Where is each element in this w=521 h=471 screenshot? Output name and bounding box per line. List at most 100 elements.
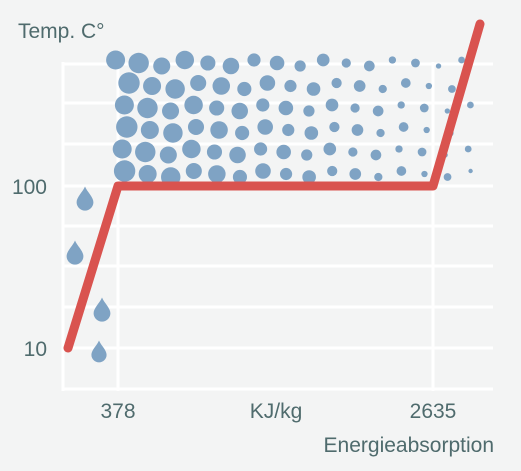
steam-bubble-icon — [222, 57, 240, 75]
steam-bubble-icon — [349, 168, 362, 180]
steam-bubble-icon — [269, 55, 285, 71]
chart-title: Temp. C° — [18, 20, 105, 43]
phase-illustration — [66, 50, 474, 363]
x-axis-ticks: 378 2635 — [100, 400, 456, 423]
steam-bubble-icon — [235, 125, 250, 141]
steam-bubble-icon — [143, 76, 162, 96]
steam-bubble-icon — [165, 79, 185, 99]
steam-bubble-icon — [284, 79, 297, 93]
steam-bubble-icon — [372, 105, 384, 117]
steam-bubble-icon — [159, 146, 177, 164]
steam-bubble-icon — [162, 102, 180, 120]
steam-bubble-icon — [256, 98, 270, 112]
steam-bubble-icon — [209, 100, 225, 116]
steam-bubble-icon — [153, 57, 171, 75]
steam-bubble-icon — [303, 105, 315, 117]
y-tick-label: 10 — [24, 338, 47, 361]
steam-bubble-icon — [444, 108, 451, 114]
steam-bubble-icon — [182, 139, 201, 159]
steam-bubble-icon — [327, 165, 338, 177]
steam-bubble-icon — [443, 173, 452, 181]
steam-bubble-icon — [138, 164, 157, 184]
steam-bubble-icon — [200, 55, 216, 71]
steam-bubble-icon — [423, 126, 430, 134]
steam-bubble-icon — [353, 80, 366, 92]
x-unit-label: KJ/kg — [250, 400, 303, 423]
steam-bubble-icon — [212, 77, 231, 95]
steam-bubble-icon — [398, 122, 409, 132]
steam-bubble-icon — [341, 58, 351, 68]
steam-bubble-icon — [301, 149, 313, 161]
y-tick-label: 100 — [12, 176, 47, 199]
series — [63, 19, 485, 353]
steam-bubble-icon — [229, 146, 246, 164]
steam-bubble-icon — [348, 147, 358, 157]
steam-bubble-icon — [351, 124, 364, 136]
steam-bubble-icon — [363, 60, 375, 72]
steam-bubble-icon — [323, 142, 337, 156]
steam-bubble-icon — [306, 82, 321, 96]
steam-bubble-icon — [118, 72, 140, 94]
steam-bubble-icon — [206, 144, 223, 160]
steam-bubble-icon — [302, 170, 316, 184]
steam-bubble-icon — [400, 78, 411, 88]
steam-bubble-icon — [278, 100, 294, 116]
steam-bubble-icon — [259, 75, 276, 91]
steam-bubble-icon — [397, 101, 405, 109]
steam-bubble-icon — [282, 123, 295, 137]
steam-bubble-icon — [254, 142, 268, 156]
steam-bubble-icon — [448, 85, 456, 93]
steam-bubble-icon — [458, 56, 465, 64]
steam-bubble-icon — [316, 53, 330, 67]
steam-bubble-icon — [140, 120, 159, 140]
steam-bubble-icon — [137, 97, 158, 119]
steam-bubble-icon — [396, 166, 407, 176]
x-tick-label: 378 — [100, 400, 135, 423]
steam-bubble-icon — [106, 50, 126, 70]
steam-bubble-icon — [331, 77, 342, 89]
water-drop-icon — [91, 340, 107, 363]
steam-bubble-icon — [257, 119, 273, 135]
steam-bubble-icon — [467, 101, 474, 109]
steam-bubble-icon — [116, 116, 138, 138]
steam-bubble-icon — [329, 121, 340, 133]
steam-bubble-icon — [464, 145, 472, 153]
steam-bubble-icon — [114, 95, 134, 115]
steam-bubble-icon — [255, 163, 271, 179]
steam-bubble-icon — [237, 81, 252, 97]
water-drop-icon — [93, 297, 111, 322]
steam-bubble-icon — [425, 82, 433, 90]
steam-bubble-icon — [175, 50, 195, 70]
steam-bubble-icon — [184, 95, 203, 115]
grid — [61, 62, 493, 391]
steam-bubble-icon — [210, 121, 228, 139]
steam-bubble-icon — [325, 98, 339, 112]
steam-bubble-icon — [208, 165, 226, 183]
steam-bubble-icon — [247, 53, 261, 67]
steam-bubble-icon — [395, 145, 403, 153]
steam-bubble-icon — [419, 103, 429, 113]
steam-bubble-icon — [112, 139, 132, 159]
water-drop-icon — [76, 186, 94, 211]
steam-bubble-icon — [421, 170, 428, 178]
steam-bubble-icon — [128, 52, 149, 74]
steam-bubble-icon — [232, 169, 247, 185]
steam-bubble-icon — [304, 126, 319, 140]
steam-bubble-icon — [276, 144, 291, 160]
steam-bubble-icon — [370, 149, 382, 161]
steam-bubble-icon — [187, 118, 205, 136]
steam-bubble-icon — [376, 128, 385, 138]
x-axis-label: Energieabsorption — [324, 434, 494, 457]
steam-bubble-icon — [279, 167, 293, 181]
steam-bubble-icon — [294, 60, 306, 72]
steam-bubble-icon — [388, 56, 397, 64]
steam-bubble-icon — [190, 74, 207, 92]
x-tick-label: 2635 — [410, 400, 457, 423]
steam-bubble-icon — [135, 141, 156, 163]
steam-bubble-icon — [374, 172, 383, 182]
steam-bubble-icon — [411, 58, 420, 68]
steam-bubble-icon — [163, 123, 183, 143]
steam-bubble-icon — [378, 84, 387, 94]
steam-bubble-icon — [435, 63, 442, 69]
